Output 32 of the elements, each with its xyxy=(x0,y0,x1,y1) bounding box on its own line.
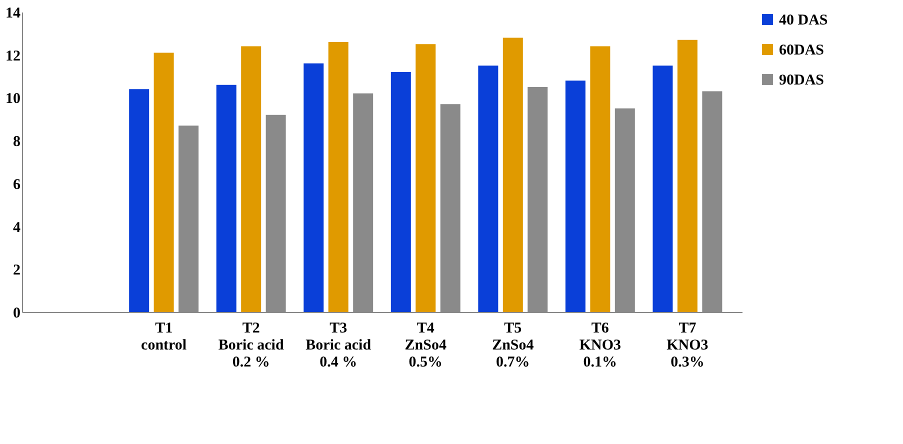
bar xyxy=(241,46,262,312)
x-tick-label: T4 ZnSo4 0.5% xyxy=(404,320,447,370)
bar xyxy=(129,89,150,312)
y-tick-label: 8 xyxy=(13,134,20,150)
y-tick-label: 14 xyxy=(6,6,21,22)
bar xyxy=(154,52,174,312)
bar xyxy=(565,80,586,312)
x-tick-label: T6 KNO3 0.1% xyxy=(579,320,622,370)
legend-label: 40 DAS xyxy=(779,12,828,28)
bar xyxy=(216,84,236,312)
bar xyxy=(390,72,411,312)
y-tick-label: 10 xyxy=(6,91,20,108)
bar xyxy=(502,38,523,312)
x-tick-label: T5 ZnSo4 0.7% xyxy=(492,320,534,370)
x-tick-label: T2 Boric acid 0.2 % xyxy=(218,320,284,370)
y-tick-label: 6 xyxy=(13,176,21,193)
x-tick-label: T7 KNO3 0.3% xyxy=(666,320,708,370)
bar xyxy=(652,66,673,312)
y-tick-label: 12 xyxy=(6,48,20,64)
y-tick-label: 2 xyxy=(13,262,20,279)
y-tick-label: 4 xyxy=(13,220,21,236)
bar xyxy=(677,40,698,312)
x-tick-label: T1 control xyxy=(141,320,187,354)
bar xyxy=(328,42,348,312)
y-tick-label: 0 xyxy=(13,306,20,322)
x-tick-label: T3 Boric acid 0.4 % xyxy=(306,320,372,370)
legend-label: 90DAS xyxy=(779,72,824,88)
bar xyxy=(590,46,610,312)
legend-label: 60DAS xyxy=(779,42,824,58)
bar xyxy=(304,63,324,312)
bar xyxy=(478,66,498,312)
bar xyxy=(416,44,436,312)
